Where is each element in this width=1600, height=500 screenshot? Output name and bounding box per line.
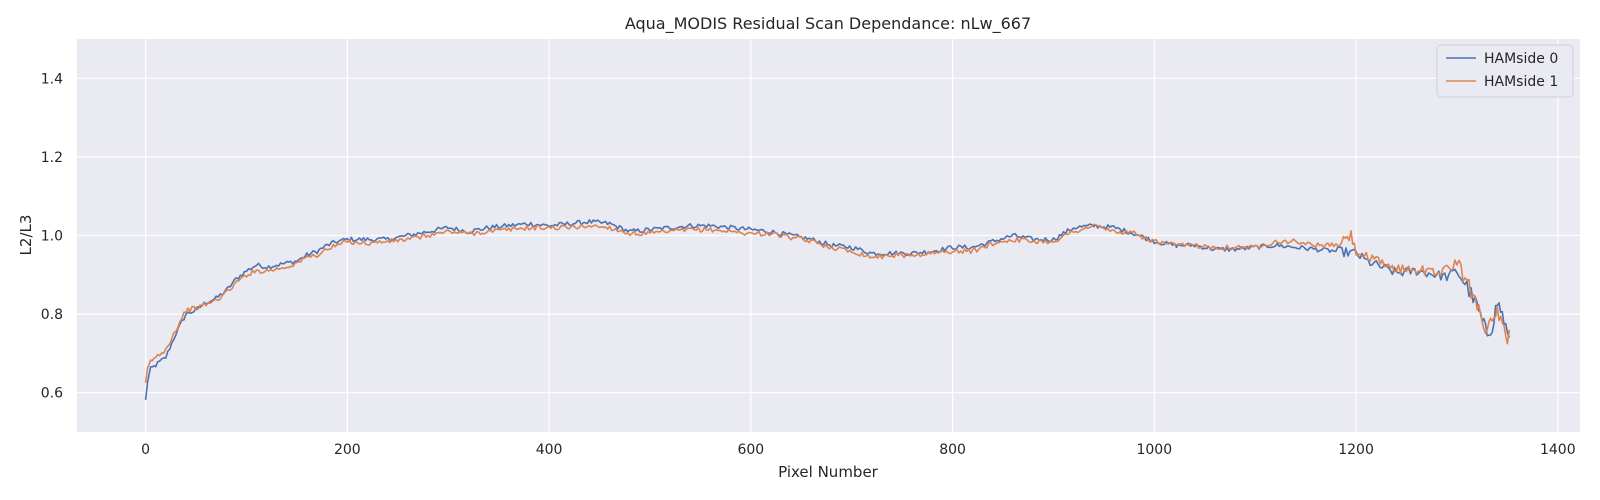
x-tick-label: 200	[334, 442, 361, 458]
legend-label-hamside-1: HAMside 1	[1484, 74, 1558, 90]
x-axis-label: Pixel Number	[778, 463, 879, 481]
grid	[77, 39, 1580, 432]
chart-title: Aqua_MODIS Residual Scan Dependance: nLw…	[625, 14, 1031, 34]
x-tick-label: 400	[536, 442, 563, 458]
y-tick-label: 1.4	[41, 71, 63, 87]
series-line-hamside-0	[144, 219, 1511, 400]
x-tick-label: 600	[737, 442, 764, 458]
y-axis-label: L2/L3	[17, 215, 35, 256]
y-tick-label: 1.2	[41, 150, 63, 166]
y-tick-label: 1.0	[41, 229, 63, 245]
tick-labels: 0 200 400 600 800 1000 1200 1400 0.6 0.8 1.0 1.2 1.4	[41, 71, 1576, 458]
x-tick-label: 800	[939, 442, 966, 458]
series-lines	[144, 219, 1511, 400]
legend: HAMside 0 HAMside 1	[1436, 44, 1574, 98]
y-tick-label: 0.8	[41, 307, 63, 323]
legend-label-hamside-0: HAMside 0	[1484, 51, 1558, 67]
x-tick-label: 1000	[1136, 442, 1172, 458]
x-tick-label: 0	[141, 442, 150, 458]
x-tick-label: 1400	[1540, 442, 1576, 458]
y-tick-label: 0.6	[41, 386, 63, 402]
series-line-hamside-1	[144, 223, 1511, 383]
x-tick-label: 1200	[1338, 442, 1374, 458]
